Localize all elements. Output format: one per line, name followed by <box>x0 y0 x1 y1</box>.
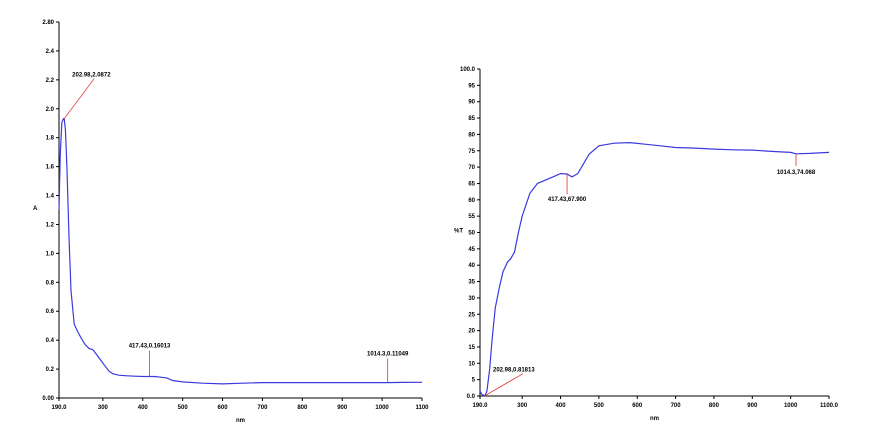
x-tick-label: 800 <box>297 405 308 411</box>
y-tick-label: 45 <box>468 247 475 253</box>
annotation-label: 417.43,0.16013 <box>129 344 171 350</box>
y-tick-label: 0.0 <box>467 394 476 400</box>
absorbance-chart: 0.00 0.2 0.4 0.6 0.8 1.0 1.2 1.4 1.6 1.8 2.0 2.2 2.4… <box>33 20 429 424</box>
x-tick-label: 700 <box>257 405 268 411</box>
y-tick-label: 15 <box>468 345 475 351</box>
y-tick-label: 1.0 <box>46 251 55 257</box>
y-tick-label: 2.0 <box>46 107 55 113</box>
x-tick-label: 1100.0 <box>820 403 839 409</box>
y-tick-label: 100.0 <box>460 67 476 73</box>
y-tick-label: 2.4 <box>46 49 55 55</box>
x-tick-labels: 190.0 300 400 500 600 700 800 900 1000 1100.0 <box>472 396 839 409</box>
x-tick-label: 900 <box>337 405 348 411</box>
peak-annotations: 202.98,2.0872 417.43,0.16013 1014.3,0.1104… <box>63 73 409 383</box>
x-tick-label: 500 <box>594 403 605 409</box>
x-tick-label: 400 <box>556 403 567 409</box>
transmittance-series-line <box>479 141 830 397</box>
x-tick-label: 600 <box>218 405 229 411</box>
y-tick-label: 1.6 <box>46 165 55 171</box>
y-tick-label: 70 <box>468 165 475 171</box>
x-tick-label: 600 <box>632 403 643 409</box>
y-tick-label: 25 <box>468 312 475 318</box>
y-tick-label: 2.80 <box>42 20 54 26</box>
x-tick-label: 800 <box>709 403 720 409</box>
annotation-leader <box>63 78 95 119</box>
y-tick-label: 1.4 <box>46 194 55 200</box>
y-tick-labels: 0.00 0.2 0.4 0.6 0.8 1.0 1.2 1.4 1.6 1.8 2.0 2.2 2.4… <box>42 20 59 402</box>
peak-annotations: 202.98,0.81813 417.43,67.900 1014.3,74.068 <box>484 153 816 397</box>
annotation-leader <box>484 373 524 397</box>
y-axis-label: A <box>33 206 38 212</box>
y-tick-label: 80 <box>468 132 475 138</box>
y-tick-label: 1.2 <box>46 222 55 228</box>
y-tick-label: 40 <box>468 263 475 269</box>
y-tick-label: 30 <box>468 296 475 302</box>
annotation-label: 202.98,0.81813 <box>493 368 535 374</box>
y-tick-label: 95 <box>468 83 475 89</box>
y-tick-label: 0.6 <box>46 309 55 315</box>
absorbance-series-line <box>58 118 423 385</box>
x-tick-labels: 190.0 300 400 500 600 700 800 900 1000 1100 <box>51 398 429 411</box>
x-tick-label: 300 <box>98 405 109 411</box>
x-tick-label: 300 <box>517 403 528 409</box>
y-tick-label: 90 <box>468 100 475 106</box>
annotation-label: 202.98,2.0872 <box>72 73 111 79</box>
y-tick-label: 60 <box>468 198 475 204</box>
x-tick-label: 500 <box>178 405 189 411</box>
y-axis-label: %T <box>454 229 463 235</box>
y-tick-label: 35 <box>468 280 475 286</box>
y-tick-label: 20 <box>468 329 475 335</box>
x-tick-label: 700 <box>671 403 682 409</box>
y-tick-label: 0.2 <box>46 367 55 373</box>
x-tick-label: 190.0 <box>472 403 488 409</box>
y-tick-label: 2.2 <box>46 78 55 84</box>
y-tick-label: 50 <box>468 231 475 237</box>
y-tick-label: 1.8 <box>46 136 55 142</box>
y-tick-label: 0.4 <box>46 338 55 344</box>
y-tick-label: 85 <box>468 116 475 122</box>
x-tick-label: 900 <box>747 403 758 409</box>
y-tick-label: 75 <box>468 149 475 155</box>
y-tick-label: 0.8 <box>46 280 55 286</box>
x-axis-label: nm <box>650 416 659 422</box>
x-tick-label: 1000 <box>375 405 389 411</box>
x-tick-label: 1000 <box>784 403 798 409</box>
y-tick-label: 5 <box>472 378 476 384</box>
annotation-label: 1014.3,74.068 <box>777 170 816 176</box>
y-tick-label: 65 <box>468 181 475 187</box>
y-tick-label: 0.00 <box>42 396 54 402</box>
transmittance-chart: 0.0 5 10 15 20 25 30 35 40 45 50 55 60 65 70 75 80 85 90 95… <box>454 67 839 422</box>
y-tick-labels: 0.0 5 10 15 20 25 30 35 40 45 50 55 60 65 70 75 80 85 90 95… <box>460 67 480 400</box>
x-tick-label: 400 <box>138 405 149 411</box>
y-tick-label: 10 <box>468 361 475 367</box>
x-axis-label: nm <box>236 418 245 424</box>
annotation-label: 417.43,67.900 <box>548 197 587 203</box>
annotation-label: 1014.3,0.11049 <box>367 352 409 358</box>
y-tick-label: 55 <box>468 214 475 220</box>
x-tick-label: 190.0 <box>51 405 67 411</box>
x-tick-label: 1100 <box>415 405 429 411</box>
